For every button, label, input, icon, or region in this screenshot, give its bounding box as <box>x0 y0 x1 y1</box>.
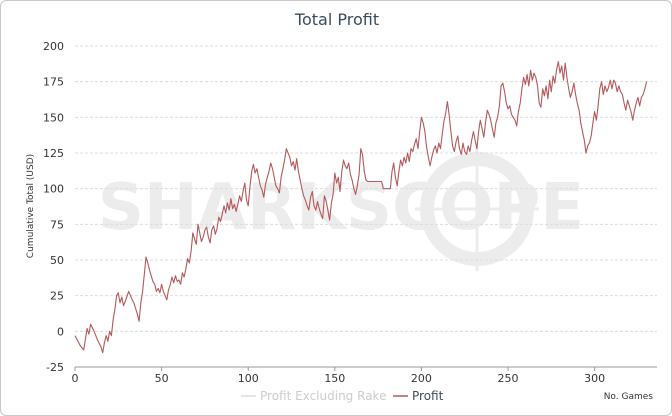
y-tick-label: 50 <box>50 254 64 267</box>
x-tick-label: 200 <box>411 372 432 385</box>
y-tick-label: 175 <box>43 76 64 89</box>
y-tick-label: 25 <box>50 290 64 303</box>
y-tick-label: 200 <box>43 40 64 53</box>
legend: Profit Excluding Rake Profit <box>241 389 444 403</box>
y-axis-label: Cumulative Total (USD) <box>26 154 36 258</box>
x-tick-label: 300 <box>584 372 605 385</box>
x-tick-label: 250 <box>498 372 519 385</box>
x-tick-label: 50 <box>155 372 169 385</box>
x-tick-label: 150 <box>324 372 345 385</box>
x-tick-label: 100 <box>238 372 259 385</box>
series-layer <box>74 61 648 354</box>
series-line-profit <box>74 61 648 354</box>
sharkscope-watermark: SHARKSCOPE <box>98 147 584 271</box>
y-tick-label: 125 <box>43 147 64 160</box>
chart-title: Total Profit <box>294 10 379 29</box>
y-tick-label: 0 <box>57 325 64 338</box>
y-tick-label: 100 <box>43 183 64 196</box>
y-tick-label: 75 <box>50 218 64 231</box>
x-axis-label: No. Games <box>604 392 654 402</box>
axes: -25 0 25 50 75 100 125 150 175 200 0 50 100 150 200 250… <box>43 40 657 385</box>
y-tick-label: 150 <box>43 111 64 124</box>
legend-entry-profit-excluding-rake[interactable]: Profit Excluding Rake <box>260 389 386 403</box>
grid-lines <box>75 45 657 368</box>
legend-entry-profit[interactable]: Profit <box>412 389 444 403</box>
y-tick-label: -25 <box>46 361 64 374</box>
x-tick-label: 0 <box>72 372 79 385</box>
